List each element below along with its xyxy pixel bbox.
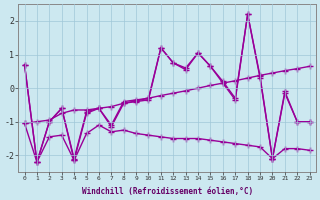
X-axis label: Windchill (Refroidissement éolien,°C): Windchill (Refroidissement éolien,°C) <box>82 187 253 196</box>
